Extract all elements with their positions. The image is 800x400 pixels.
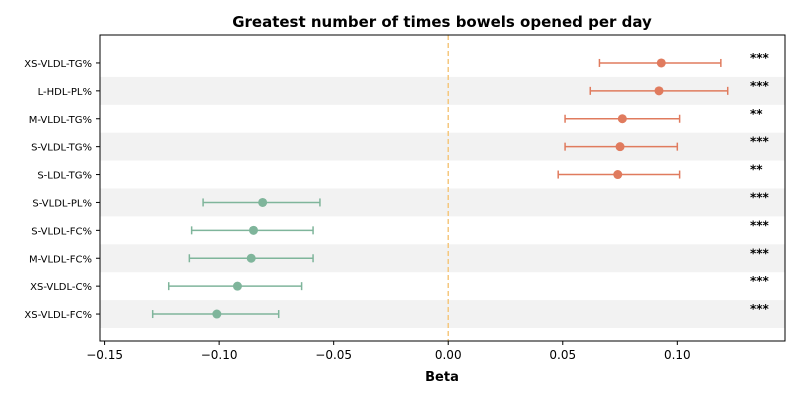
estimate-point xyxy=(248,225,258,235)
significance-label: *** xyxy=(750,302,770,316)
y-tick-label: S-VLDL-TG% xyxy=(31,143,92,154)
estimate-point xyxy=(212,309,222,319)
estimate-mark xyxy=(167,281,303,291)
significance-label: *** xyxy=(750,246,770,260)
y-tick-label: XS-VLDL-TG% xyxy=(24,59,92,70)
y-tick-label: S-LDL-TG% xyxy=(37,171,92,182)
y-tick-label: S-VLDL-FC% xyxy=(31,226,92,237)
estimate-mark xyxy=(564,142,679,152)
estimate-mark xyxy=(598,58,722,68)
estimate-point xyxy=(654,86,664,96)
estimate-mark xyxy=(557,170,681,180)
chart-title: Greatest number of times bowels opened p… xyxy=(232,13,652,31)
y-tick-label: M-VLDL-FC% xyxy=(29,254,92,265)
estimate-mark xyxy=(589,86,729,96)
y-tick-label: XS-VLDL-C% xyxy=(30,282,92,293)
x-tick-label: 0.05 xyxy=(549,348,576,362)
x-tick-label: 0.10 xyxy=(664,348,691,362)
y-axis: XS-VLDL-TG% L-HDL-PL% M-VLDL-TG% S-VLDL-TG%… xyxy=(24,59,100,321)
x-tick-label: 0.00 xyxy=(435,348,462,362)
significance-label: *** xyxy=(750,190,770,204)
estimate-mark xyxy=(564,114,681,124)
estimate-point xyxy=(615,142,625,152)
estimate-point xyxy=(617,114,627,124)
y-tick-label: L-HDL-PL% xyxy=(38,87,92,98)
significance-label: *** xyxy=(750,79,770,93)
estimate-mark xyxy=(202,197,321,207)
significance-label: *** xyxy=(750,135,770,149)
x-axis-label: Beta xyxy=(425,370,459,385)
estimate-point xyxy=(232,281,242,291)
row-band xyxy=(100,132,785,161)
significance-label: *** xyxy=(750,274,770,288)
y-tick-label: M-VLDL-TG% xyxy=(29,115,92,126)
estimate-point xyxy=(613,170,623,180)
x-axis: −0.15 −0.10 −0.05 0.00 0.05 0.10 xyxy=(86,341,691,362)
x-tick-label: −0.05 xyxy=(315,348,352,362)
estimate-point xyxy=(246,253,256,263)
x-tick-label: −0.15 xyxy=(86,348,123,362)
y-tick-label: XS-VLDL-FC% xyxy=(24,310,92,321)
significance-label: *** xyxy=(750,218,770,232)
estimate-mark xyxy=(151,309,280,319)
significance-label: ** xyxy=(750,163,763,177)
data-marks: **************************** xyxy=(151,51,770,319)
estimate-mark xyxy=(188,253,314,263)
plot-frame xyxy=(99,34,786,342)
estimate-point xyxy=(258,197,268,207)
significance-label: *** xyxy=(750,51,770,65)
significance-label: ** xyxy=(750,107,763,121)
estimate-mark xyxy=(190,225,314,235)
x-tick-label: −0.10 xyxy=(201,348,238,362)
estimate-point xyxy=(656,58,666,68)
y-tick-label: S-VLDL-PL% xyxy=(32,198,92,209)
